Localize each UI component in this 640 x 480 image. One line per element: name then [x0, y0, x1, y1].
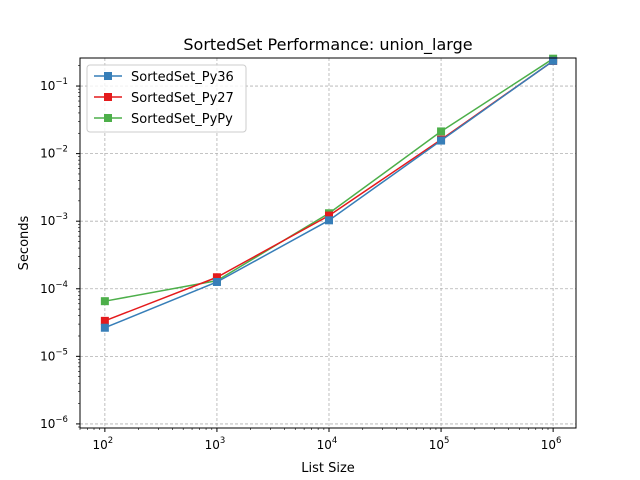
- x-tick-label: 103: [205, 436, 226, 452]
- y-tick-label-exponent: −3: [55, 212, 68, 222]
- y-tick-label: 10−2: [40, 145, 68, 161]
- data-point: [324, 216, 333, 225]
- legend-marker: [104, 93, 112, 101]
- data-point: [100, 297, 109, 306]
- y-tick-label-base: 10: [40, 214, 55, 228]
- data-point: [437, 127, 446, 136]
- x-axis-label: List Size: [301, 461, 355, 476]
- y-tick-label-exponent: −1: [55, 77, 68, 87]
- chart-title: SortedSet Performance: union_large: [183, 35, 472, 55]
- y-tick-label-base: 10: [40, 79, 55, 93]
- y-tick-label: 10−3: [40, 212, 68, 228]
- data-point: [437, 136, 446, 145]
- data-point: [212, 273, 221, 282]
- data-point: [549, 56, 558, 65]
- x-tick-label: 105: [429, 436, 450, 452]
- y-tick-label-exponent: −6: [55, 415, 68, 425]
- x-tick-label: 104: [317, 436, 338, 452]
- legend-label: SortedSet_Py27: [131, 91, 234, 106]
- legend-box: [86, 64, 247, 133]
- plot-frame: [79, 57, 577, 429]
- x-tick-label-base: 10: [541, 438, 556, 452]
- data-point: [212, 277, 221, 286]
- x-tick-label-exponent: 4: [332, 436, 337, 446]
- x-tick-label-base: 10: [93, 438, 108, 452]
- y-tick-label: 10−1: [40, 77, 68, 93]
- y-tick-label: 10−4: [40, 280, 68, 296]
- data-point: [324, 211, 333, 220]
- y-tick-label-base: 10: [40, 349, 55, 363]
- legend-label: SortedSet_Py36: [131, 70, 234, 85]
- x-tick-label-base: 10: [317, 438, 332, 452]
- y-tick-label-exponent: −2: [55, 145, 68, 155]
- x-tick-label-exponent: 6: [556, 436, 561, 446]
- x-tick-label-base: 10: [205, 438, 220, 452]
- x-tick-label: 106: [541, 436, 562, 452]
- y-tick-label: 10−6: [40, 415, 68, 431]
- y-tick-label-exponent: −4: [55, 280, 68, 290]
- x-tick-label-exponent: 3: [220, 436, 225, 446]
- y-tick-label-base: 10: [40, 282, 55, 296]
- legend-label: SortedSet_PyPy: [131, 112, 233, 127]
- x-tick-label-base: 10: [429, 438, 444, 452]
- x-tick-label-exponent: 2: [108, 436, 113, 446]
- y-tick-label-base: 10: [40, 147, 55, 161]
- legend-marker: [104, 72, 112, 80]
- y-axis-label: Seconds: [17, 215, 32, 270]
- x-tick-label: 102: [93, 436, 114, 452]
- y-tick-label: 10−5: [40, 347, 68, 363]
- y-tick-label-base: 10: [40, 417, 55, 431]
- y-tick-label-exponent: −5: [55, 347, 68, 357]
- legend-marker: [104, 114, 112, 122]
- data-point: [100, 316, 109, 325]
- legend: SortedSet_Py36 SortedSet_Py27 SortedSet_Py…: [86, 64, 247, 133]
- x-tick-label-exponent: 5: [444, 436, 449, 446]
- series-layer: [100, 54, 558, 332]
- data-point: [100, 323, 109, 332]
- series-SortedSet_Py36: [100, 56, 558, 332]
